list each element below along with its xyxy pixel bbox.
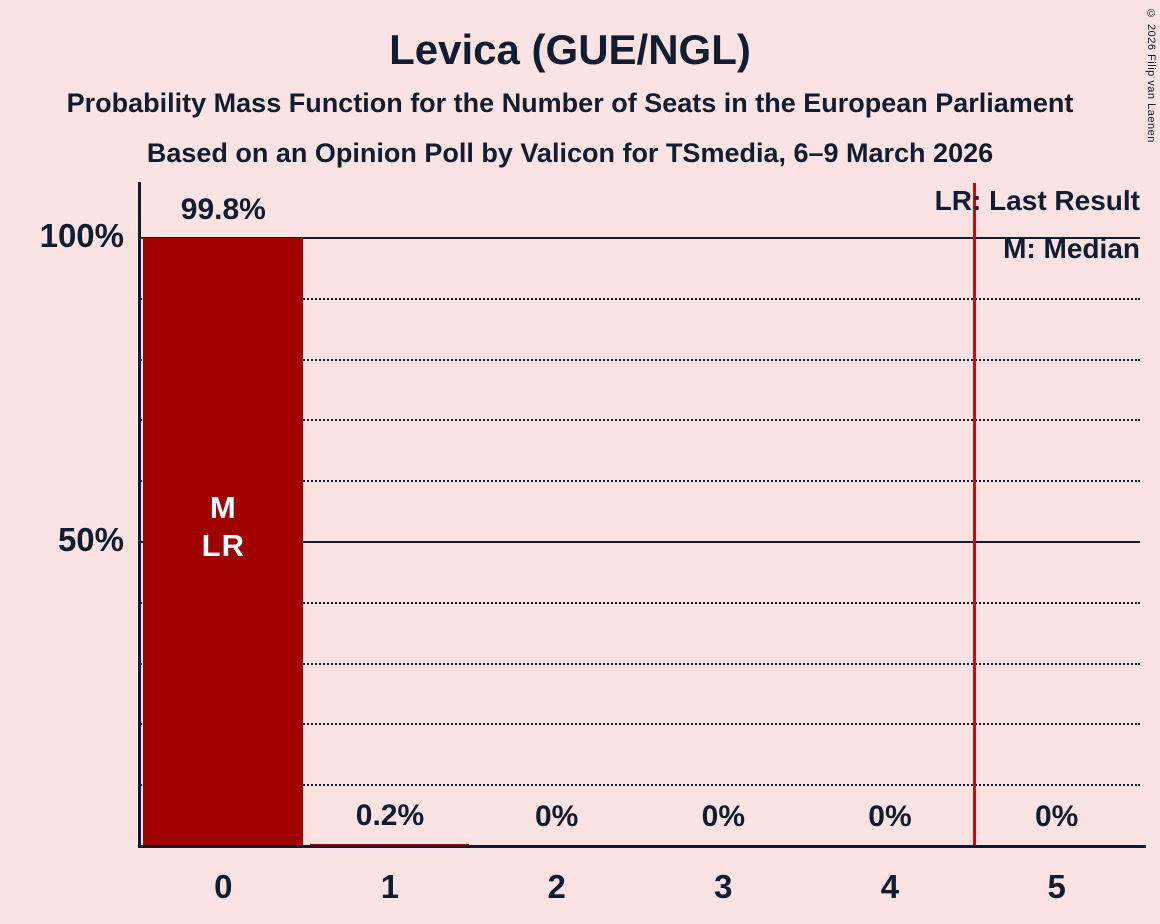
x-tick-4: 4 (880, 868, 900, 905)
value-label-seats-4: 0% (868, 800, 912, 833)
gridline-dotted-80 (140, 358, 1140, 361)
gridline-dotted-60 (140, 480, 1140, 483)
gridline-dotted-20 (140, 723, 1140, 726)
plot-area: 99.8% 0.2% 0% 0% 0% 0% M LR (140, 183, 1140, 845)
x-tick-1: 1 (380, 868, 400, 905)
chart-subtitle-1: Probability Mass Function for the Number… (66, 88, 1074, 118)
x-tick-3: 3 (714, 868, 733, 905)
median-last-result-annotation: M LR (140, 489, 307, 565)
gridline-solid-100 (140, 237, 1140, 239)
annotation-line: M (209, 490, 237, 525)
chart-title: Levica (GUE/NGL) (389, 26, 751, 73)
bar-seats-0 (143, 238, 303, 845)
gridline-dotted-90 (140, 297, 1140, 300)
x-axis-line (138, 845, 1146, 848)
gridline-dotted-70 (140, 419, 1140, 422)
gridline-dotted-10 (140, 784, 1140, 787)
x-tick-2: 2 (547, 868, 566, 905)
value-label-seats-0: 99.8% (180, 193, 266, 227)
y-axis-line (138, 182, 141, 848)
bar-seats-1 (309, 843, 470, 845)
y-tick-100: 100% (39, 217, 124, 254)
value-label-seats-1: 0.2% (355, 798, 425, 832)
x-tick-0: 0 (214, 868, 233, 905)
gridline-dotted-40 (140, 601, 1140, 604)
legend-last-result: LR: Last Result (934, 185, 1140, 216)
annotation-line: LR (201, 528, 245, 563)
gridline-solid-50 (140, 541, 1140, 543)
copyright-note: © 2026 Filip van Laenen (1145, 8, 1157, 143)
x-tick-5: 5 (1047, 868, 1066, 905)
value-label-seats-5: 0% (1034, 800, 1079, 833)
last-result-line (973, 183, 977, 845)
value-label-seats-3: 0% (701, 800, 745, 833)
chart-subtitle-2: Based on an Opinion Poll by Valicon for … (146, 138, 994, 168)
legend-median: M: Median (1003, 233, 1140, 264)
gridline-dotted-30 (140, 662, 1140, 665)
value-label-seats-2: 0% (534, 800, 579, 833)
y-tick-50: 50% (57, 521, 124, 558)
